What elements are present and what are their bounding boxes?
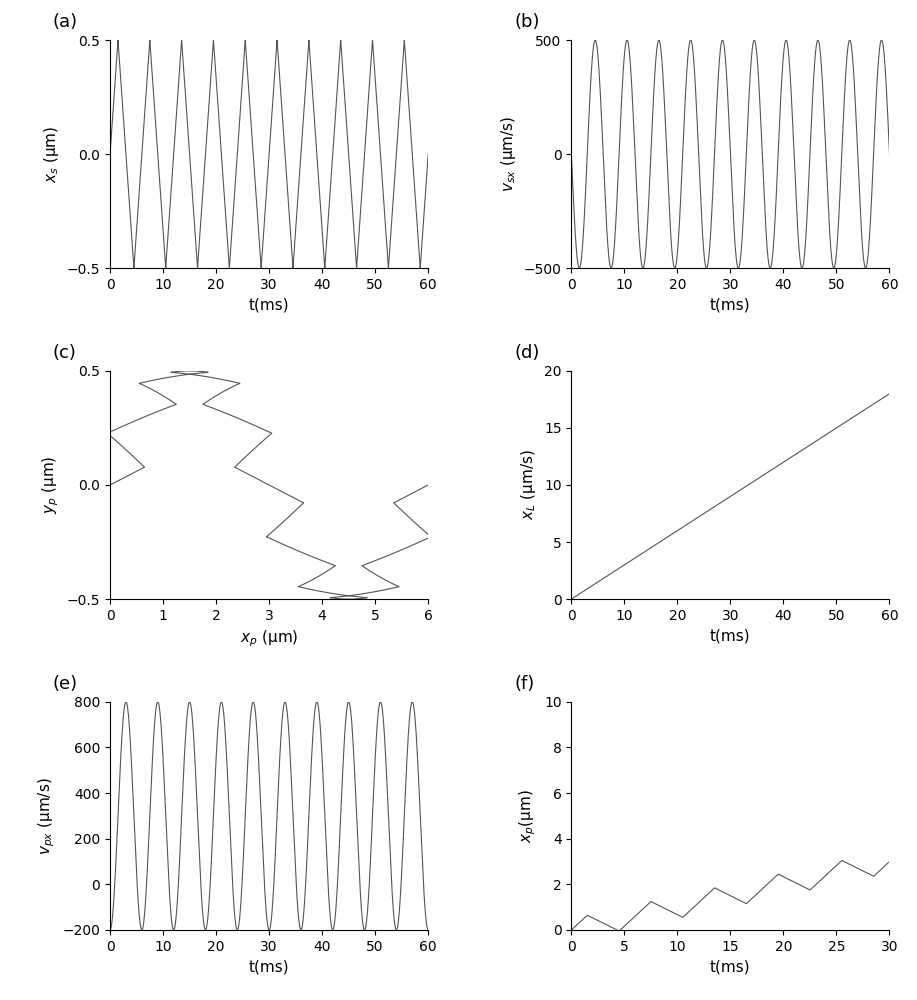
X-axis label: t(ms): t(ms) <box>249 297 290 312</box>
Text: (b): (b) <box>514 13 539 31</box>
X-axis label: t(ms): t(ms) <box>710 628 751 643</box>
Text: (c): (c) <box>53 344 77 362</box>
Y-axis label: $y_p$ (μm): $y_p$ (μm) <box>40 456 61 514</box>
Text: (a): (a) <box>53 13 78 31</box>
Text: (e): (e) <box>53 675 78 693</box>
X-axis label: $x_p$ (μm): $x_p$ (μm) <box>240 628 298 649</box>
X-axis label: t(ms): t(ms) <box>710 297 751 312</box>
Text: (f): (f) <box>514 675 535 693</box>
X-axis label: t(ms): t(ms) <box>710 959 751 974</box>
X-axis label: t(ms): t(ms) <box>249 959 290 974</box>
Y-axis label: $x_p$(μm): $x_p$(μm) <box>518 789 538 843</box>
Y-axis label: $v_{sx}$ (μm/s): $v_{sx}$ (μm/s) <box>499 116 518 192</box>
Text: (d): (d) <box>514 344 539 362</box>
Y-axis label: $x_L$ (μm/s): $x_L$ (μm/s) <box>519 450 538 520</box>
Y-axis label: $v_{px}$ (μm/s): $v_{px}$ (μm/s) <box>37 777 57 855</box>
Y-axis label: $x_s$ (μm): $x_s$ (μm) <box>42 125 61 183</box>
